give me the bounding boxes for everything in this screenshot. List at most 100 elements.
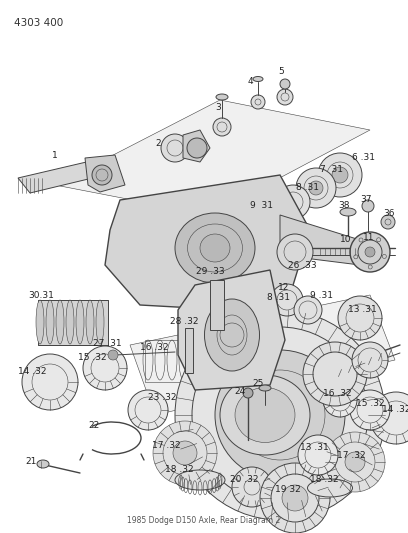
Text: 4303 400: 4303 400: [14, 18, 63, 28]
Circle shape: [350, 390, 390, 430]
Circle shape: [352, 342, 388, 378]
Text: 36: 36: [383, 208, 395, 217]
Ellipse shape: [46, 300, 54, 344]
Polygon shape: [55, 100, 370, 215]
Text: 8 .31: 8 .31: [267, 294, 290, 303]
Text: 1985 Dodge D150 Axle, Rear Diagram 2: 1985 Dodge D150 Axle, Rear Diagram 2: [127, 516, 281, 525]
Circle shape: [277, 89, 293, 105]
Ellipse shape: [308, 479, 353, 497]
Circle shape: [153, 421, 217, 485]
Ellipse shape: [220, 375, 310, 455]
Ellipse shape: [235, 387, 295, 442]
Circle shape: [253, 201, 283, 231]
Circle shape: [325, 432, 385, 492]
Circle shape: [260, 395, 300, 435]
Ellipse shape: [259, 385, 271, 391]
Text: 21: 21: [25, 457, 36, 466]
Text: 14 .32: 14 .32: [382, 406, 408, 415]
Ellipse shape: [204, 299, 259, 371]
Text: 6 .31: 6 .31: [352, 152, 375, 161]
Circle shape: [173, 441, 197, 465]
Bar: [38, 300, 108, 345]
Ellipse shape: [56, 300, 64, 344]
Ellipse shape: [175, 213, 255, 283]
Circle shape: [298, 435, 338, 475]
Circle shape: [338, 296, 382, 340]
Circle shape: [323, 383, 357, 417]
Circle shape: [332, 167, 348, 183]
Text: 3: 3: [215, 103, 221, 112]
Text: 14 .32: 14 .32: [18, 367, 47, 376]
Text: 24: 24: [234, 387, 245, 397]
Circle shape: [277, 234, 313, 270]
Circle shape: [92, 165, 112, 185]
Text: 15 .32: 15 .32: [356, 399, 385, 408]
Circle shape: [187, 138, 207, 158]
Text: 30.31: 30.31: [28, 290, 54, 300]
Ellipse shape: [36, 300, 44, 344]
Text: 1: 1: [52, 150, 58, 159]
Ellipse shape: [200, 234, 230, 262]
Bar: [185, 328, 193, 373]
Text: 22: 22: [88, 421, 99, 430]
Text: 12: 12: [278, 284, 289, 293]
Polygon shape: [183, 130, 210, 162]
Polygon shape: [18, 160, 105, 193]
Circle shape: [294, 296, 322, 324]
Circle shape: [251, 95, 265, 109]
Ellipse shape: [340, 208, 356, 216]
Text: 5: 5: [278, 68, 284, 77]
Text: 25: 25: [252, 378, 264, 387]
Ellipse shape: [96, 300, 104, 344]
Circle shape: [271, 284, 303, 316]
Circle shape: [318, 153, 362, 197]
Circle shape: [350, 232, 390, 272]
Polygon shape: [85, 155, 125, 192]
Circle shape: [161, 134, 189, 162]
Circle shape: [309, 181, 323, 195]
Text: 26 .33: 26 .33: [288, 261, 317, 270]
Text: 19 32: 19 32: [275, 486, 301, 495]
Text: 18 .32: 18 .32: [310, 475, 339, 484]
Text: 10: 10: [340, 236, 352, 245]
Circle shape: [175, 310, 385, 520]
Bar: [145, 340, 200, 382]
Ellipse shape: [86, 300, 94, 344]
Circle shape: [22, 354, 78, 410]
Text: 18 .32: 18 .32: [165, 465, 194, 474]
Circle shape: [128, 390, 168, 430]
Text: 8 .31: 8 .31: [296, 182, 319, 191]
Circle shape: [260, 463, 330, 533]
Bar: [210, 280, 224, 330]
Ellipse shape: [76, 300, 84, 344]
Circle shape: [243, 388, 253, 398]
Text: 11: 11: [363, 232, 375, 241]
Text: 9 .31: 9 .31: [310, 290, 333, 300]
Circle shape: [303, 342, 367, 406]
Ellipse shape: [37, 460, 49, 468]
Circle shape: [282, 485, 308, 511]
Circle shape: [345, 452, 365, 472]
Circle shape: [362, 200, 374, 212]
Circle shape: [83, 346, 127, 390]
Ellipse shape: [66, 300, 74, 344]
Text: 9  31: 9 31: [250, 201, 273, 211]
Text: 29 .33: 29 .33: [196, 268, 225, 277]
Circle shape: [365, 247, 375, 257]
Text: 17 .32: 17 .32: [152, 441, 181, 450]
Text: 2: 2: [155, 139, 161, 148]
Circle shape: [108, 350, 118, 360]
Text: 13 .31: 13 .31: [348, 305, 377, 314]
Ellipse shape: [216, 94, 228, 100]
Circle shape: [280, 79, 290, 89]
Text: 17 .32: 17 .32: [337, 450, 366, 459]
Ellipse shape: [253, 77, 263, 82]
Polygon shape: [105, 175, 310, 310]
Polygon shape: [280, 215, 360, 265]
Circle shape: [232, 467, 272, 507]
Circle shape: [381, 215, 395, 229]
Text: 28 .32: 28 .32: [170, 318, 199, 327]
Text: 37: 37: [360, 196, 372, 205]
Text: 23 .32: 23 .32: [148, 393, 177, 402]
Polygon shape: [178, 270, 285, 390]
